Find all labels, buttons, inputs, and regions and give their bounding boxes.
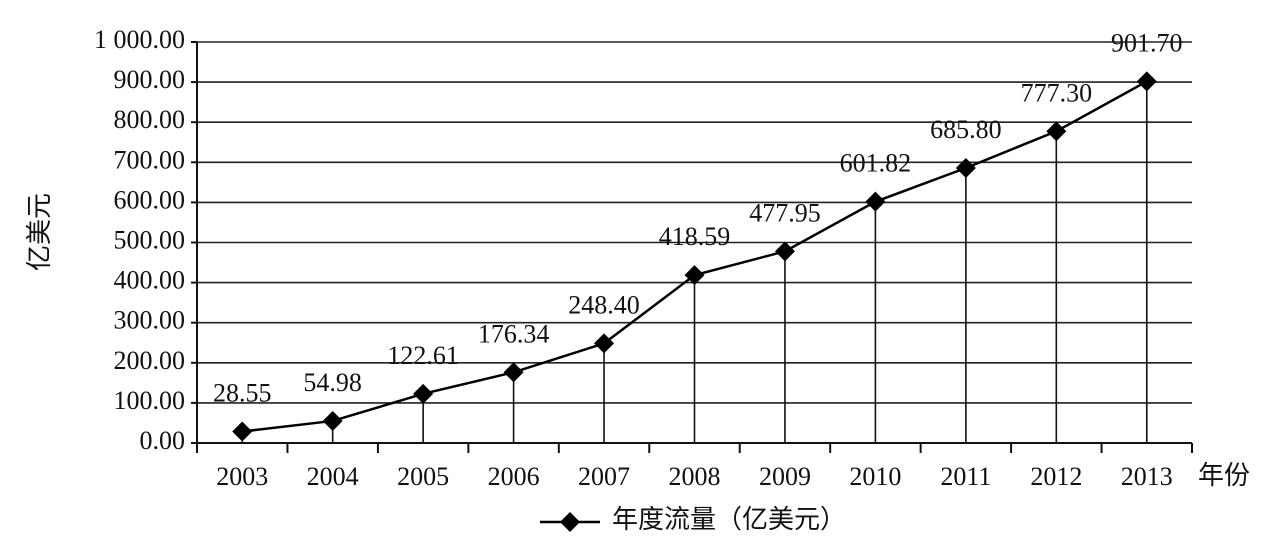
y-tick-label: 1 000.00 (94, 25, 185, 54)
x-tick-label: 2005 (397, 462, 449, 491)
y-tick-label: 300.00 (114, 306, 186, 335)
x-tick-label: 2010 (849, 462, 901, 491)
data-label: 122.61 (387, 341, 459, 370)
x-tick-label: 2008 (669, 462, 721, 491)
y-tick-label: 0.00 (140, 426, 186, 455)
x-tick-label: 2013 (1121, 462, 1173, 491)
data-label: 601.82 (840, 149, 912, 178)
y-tick-label: 200.00 (114, 346, 186, 375)
data-point (322, 410, 343, 431)
data-point (1136, 71, 1157, 92)
y-tick-label: 600.00 (114, 185, 186, 214)
x-tick-label: 2004 (307, 462, 359, 491)
data-point (232, 421, 253, 442)
y-tick-label: 700.00 (114, 145, 186, 174)
data-point (955, 157, 976, 178)
data-point (865, 191, 886, 212)
y-tick-label: 900.00 (114, 65, 186, 94)
data-point (594, 333, 615, 354)
data-label: 418.59 (659, 222, 731, 251)
y-axis-label: 亿美元 (25, 193, 54, 271)
data-point (684, 265, 705, 286)
data-label: 54.98 (303, 368, 362, 397)
data-label: 777.30 (1021, 78, 1093, 107)
x-tick-label: 2012 (1030, 462, 1082, 491)
legend-label: 年度流量（亿美元） (612, 505, 846, 534)
data-label: 901.70 (1111, 28, 1183, 57)
y-tick-label: 100.00 (114, 386, 186, 415)
data-label: 176.34 (478, 319, 550, 348)
data-label: 685.80 (930, 115, 1002, 144)
data-point (413, 383, 434, 404)
data-label: 477.95 (749, 198, 821, 227)
legend-marker (560, 512, 580, 532)
data-point (1046, 121, 1067, 142)
data-point (774, 241, 795, 262)
data-label: 248.40 (568, 290, 640, 319)
data-label: 28.55 (213, 379, 272, 408)
x-tick-label: 2006 (488, 462, 540, 491)
y-tick-label: 400.00 (114, 266, 186, 295)
data-point (503, 362, 524, 383)
x-axis-label: 年份 (1198, 461, 1250, 490)
x-tick-label: 2009 (759, 462, 811, 491)
x-tick-label: 2011 (940, 462, 991, 491)
x-tick-label: 2007 (578, 462, 630, 491)
x-tick-label: 2003 (216, 462, 268, 491)
y-tick-label: 800.00 (114, 105, 186, 134)
y-tick-label: 500.00 (114, 225, 186, 254)
